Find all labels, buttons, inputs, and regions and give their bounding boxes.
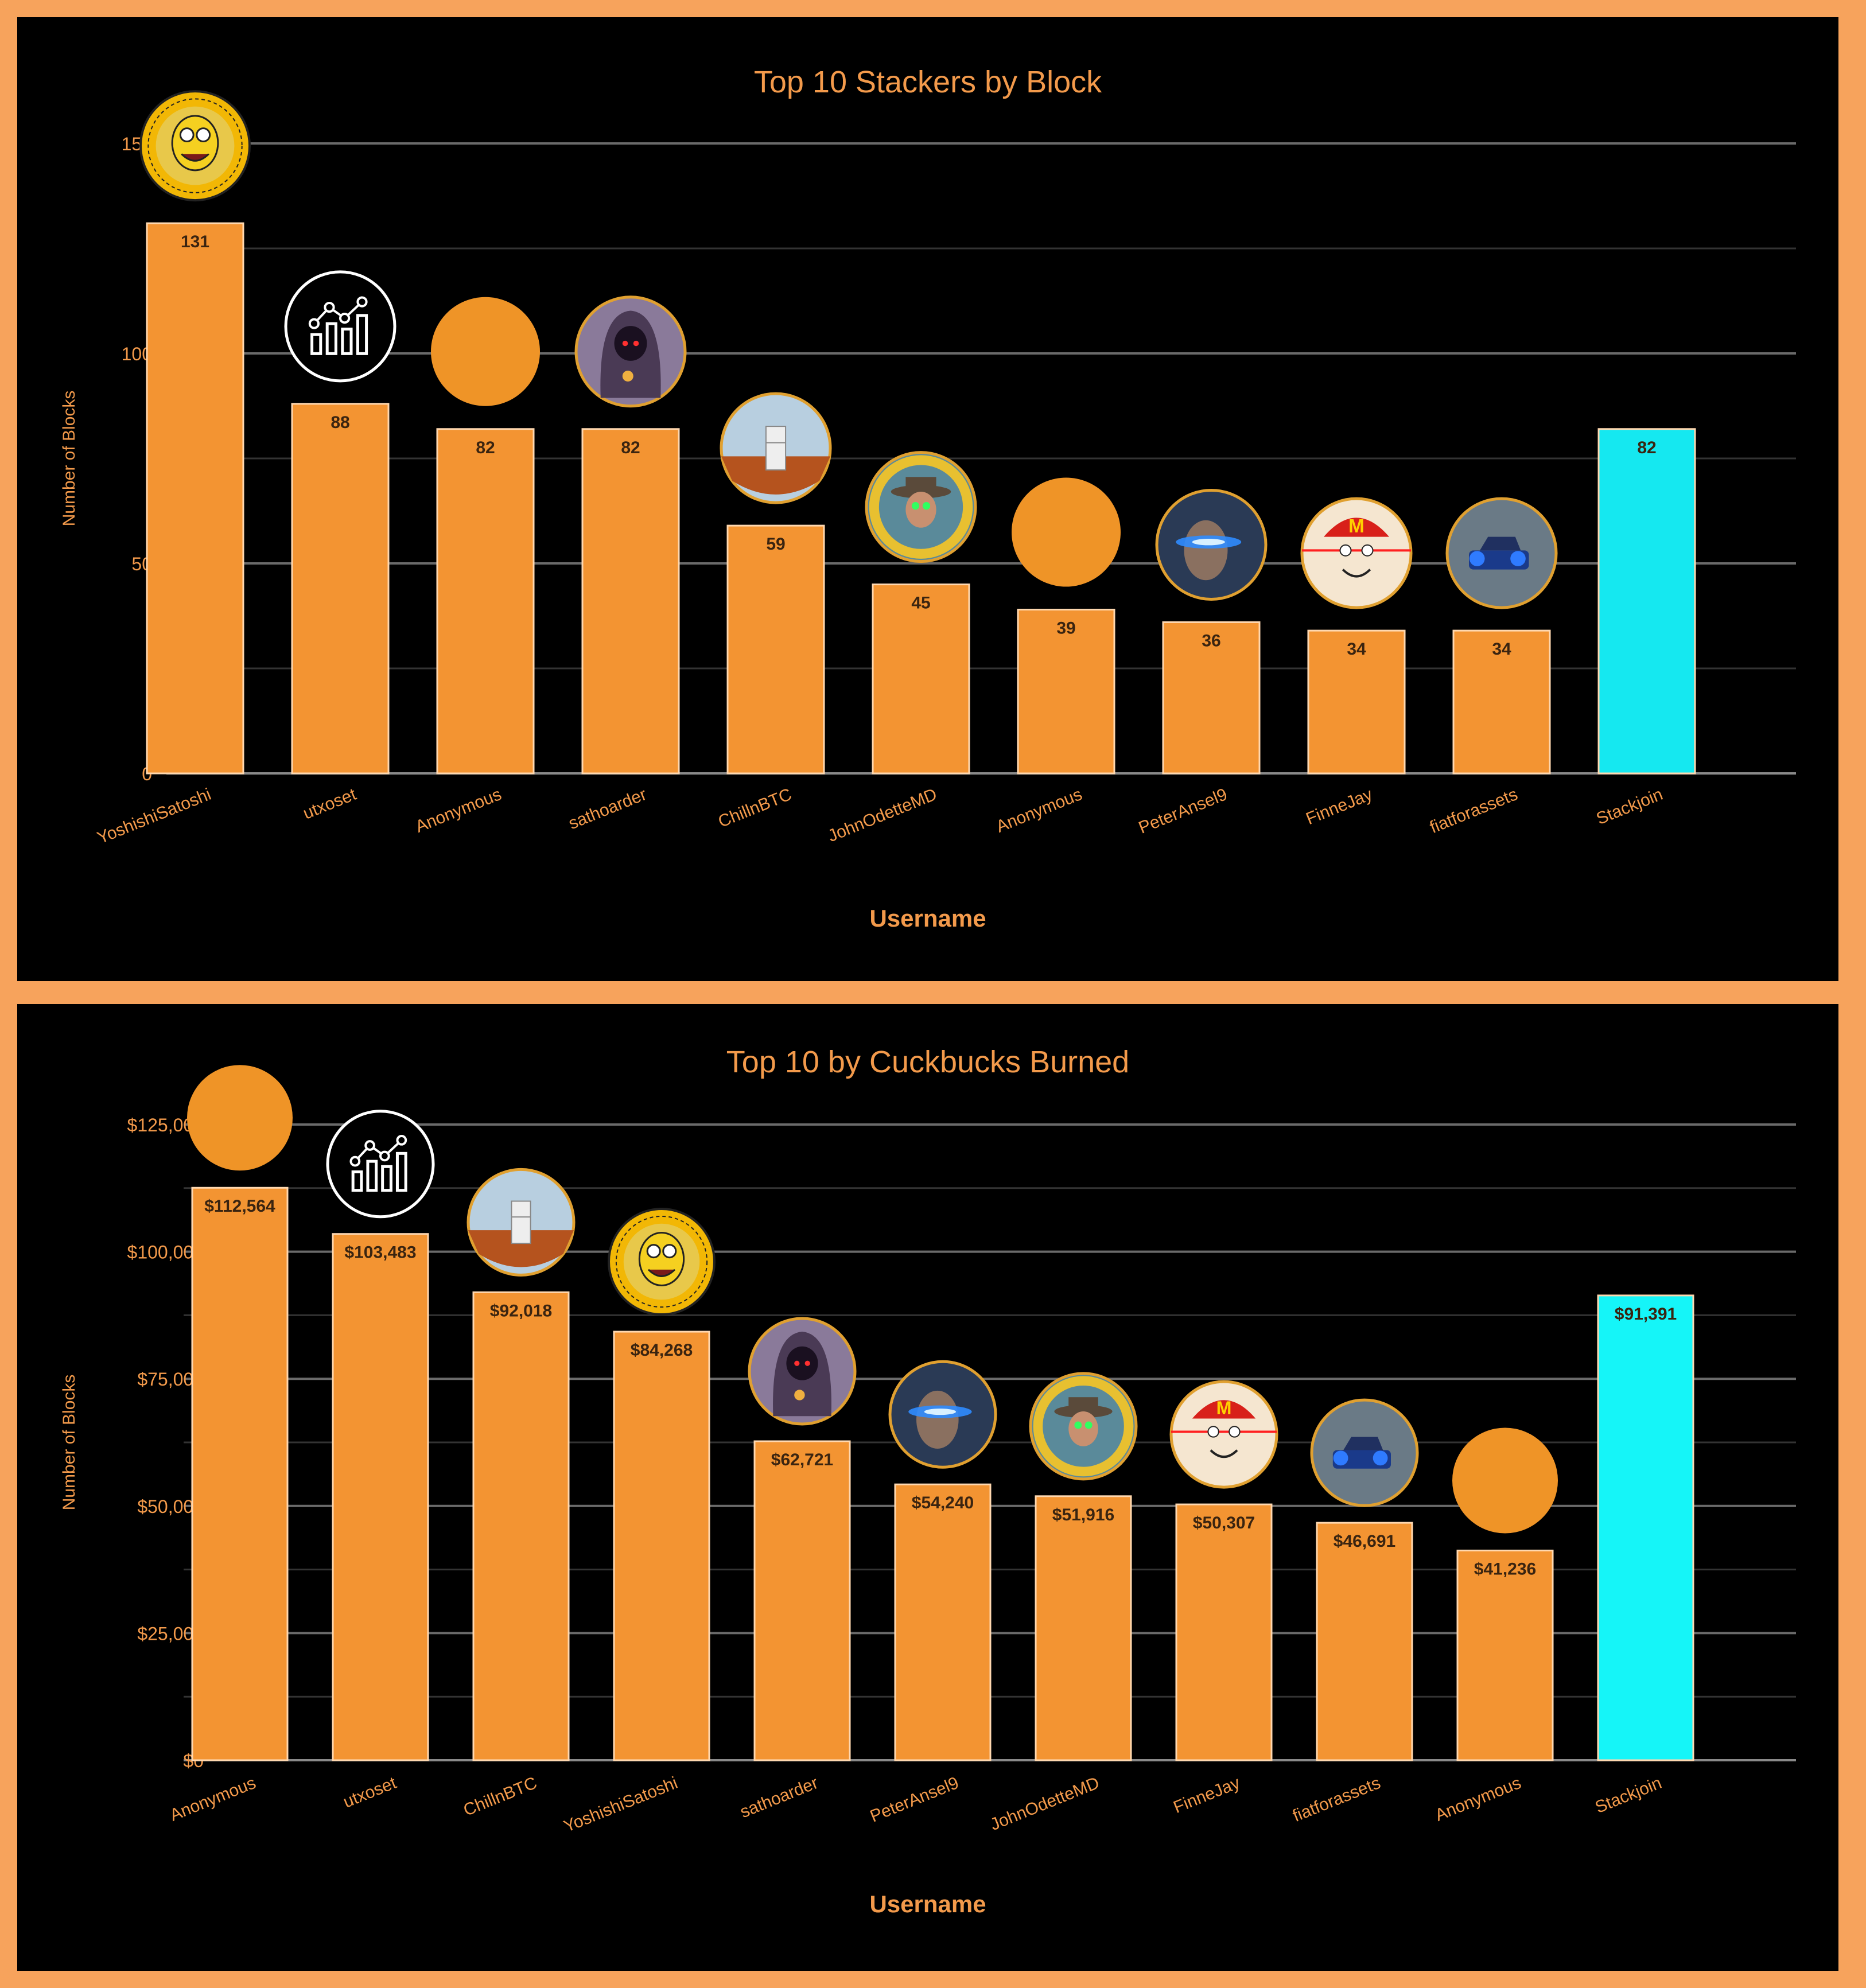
hooded-figure-avatar [748,1317,857,1426]
plain-orange-avatar [1452,1427,1558,1534]
x-axis-title: Username [869,1890,986,1917]
bar-fiatforassets [1316,1522,1413,1761]
chart-logo-avatar [326,1110,435,1219]
bar-anonymous [1456,1549,1554,1761]
bar-anonymous [1017,609,1115,775]
x-tick-label: Stackjoin [1593,785,1665,828]
chart-title: Top 10 Stackers by Block [753,65,1102,99]
blue-car-avatar [1310,1398,1419,1507]
x-tick-label: FinneJay [1171,1773,1242,1817]
x-tick-label: FinneJay [1303,785,1375,828]
blue-car-avatar [1445,497,1558,609]
bar-yoshishisatoshi [613,1330,710,1761]
x-tick-label: fiatforassets [1290,1773,1383,1826]
plain-orange-avatar [187,1065,293,1171]
svg-text:M: M [1216,1398,1232,1418]
chart-panel-cuckbucks-burned: $0$25,000$50,000$75,000$100,000$125,000N… [17,1004,1838,1971]
x-tick-label: utxoset [341,1773,400,1812]
bar-stackjoin [1597,428,1696,775]
bar-sathoarder [581,428,680,775]
bar-anonymous [436,428,535,775]
bar-data-label: $50,307 [1193,1514,1255,1532]
y-axis-title: Number of Blocks [60,1375,79,1511]
y-tick-label: $100,000 [127,1242,204,1263]
x-tick-label: YoshishiSatoshi [95,785,214,848]
x-tick-label: JohnOdetteMD [988,1773,1102,1834]
y-axis-title: Number of Blocks [60,391,79,527]
bar-yoshishisatoshi [146,222,244,775]
bar-data-label: $41,236 [1474,1559,1536,1578]
bar-data-label: 82 [621,438,640,457]
bar-data-label: $84,268 [631,1341,693,1360]
chart-svg-cuckbucks-burned: $0$25,000$50,000$75,000$100,000$125,000N… [60,1065,1796,1837]
bar-data-label: 131 [181,232,209,251]
x-tick-label: JohnOdetteMD [825,785,939,846]
bar-sathoarder [753,1440,851,1761]
bar-finnejay [1307,629,1406,775]
bar-anonymous [191,1186,289,1761]
nelson-stackchain-avatar [139,90,251,202]
x-tick-label: YoshishiSatoshi [561,1773,681,1837]
bar-utxoset [332,1233,429,1761]
bar-data-label: $92,018 [490,1301,552,1320]
bar-johnodettemd [1035,1495,1132,1761]
x-tick-label: Anonymous [167,1773,258,1825]
bar-johnodettemd [872,583,970,775]
fridge-desert-avatar [466,1168,576,1277]
x-tick-label: ChillnBTC [716,785,795,831]
x-tick-label: PeterAnsel9 [1136,785,1230,838]
svg-text:M: M [1348,516,1364,537]
x-tick-label: Anonymous [1432,1773,1523,1825]
bar-data-label: 34 [1347,640,1366,659]
bar-chillnbtc [472,1291,570,1761]
bar-data-label: 34 [1492,640,1511,659]
x-tick-label: Stackjoin [1592,1773,1664,1817]
chart-svg-stackers-by-block: 050100150Number of Blocks131YoshishiSato… [60,90,1796,848]
bar-stackjoin [1597,1294,1694,1761]
x-tick-label: fiatforassets [1427,785,1520,837]
bar-data-label: $46,691 [1334,1532,1395,1551]
bar-data-label: 82 [476,438,495,457]
x-tick-label: sathoarder [737,1773,821,1822]
bar-data-label: 36 [1202,631,1220,650]
x-tick-label: PeterAnsel9 [868,1773,962,1826]
plain-orange-avatar [431,297,540,406]
chart-logo-avatar [284,270,396,383]
bar-fiatforassets [1452,629,1551,775]
bar-data-label: 82 [1637,438,1656,457]
bar-data-label: 45 [911,594,930,613]
chart-panel-stackers-by-block: 050100150Number of Blocks131YoshishiSato… [17,17,1838,981]
laser-eyes-portrait-avatar [888,1360,997,1469]
bar-data-label: 59 [766,535,785,554]
bar-data-label: 88 [331,413,349,432]
hooded-figure-avatar [574,295,687,408]
bar-data-label: $103,483 [344,1243,416,1262]
x-axis-title: Username [869,905,986,932]
bar-data-label: $51,916 [1052,1505,1114,1524]
clown-laser-avatar: M [1169,1380,1278,1489]
x-tick-label: sathoarder [566,785,649,833]
x-tick-label: utxoset [301,785,360,823]
bar-data-label: $54,240 [912,1493,974,1512]
bar-chillnbtc [726,524,825,775]
x-tick-label: Anonymous [413,785,504,837]
bar-data-label: $112,564 [204,1197,275,1216]
chart-title: Top 10 by Cuckbucks Burned [726,1045,1130,1079]
laser-eyes-portrait-avatar [1155,488,1268,601]
bar-peteransel9 [1162,621,1261,775]
x-tick-label: ChillnBTC [461,1773,540,1820]
plain-orange-avatar [1012,477,1121,587]
bar-finnejay [1175,1503,1273,1761]
cowboy-maximalist-avatar [1029,1372,1138,1481]
cowboy-maximalist-avatar [865,451,977,563]
bar-data-label: $91,391 [1615,1305,1677,1324]
clown-laser-avatar: M [1300,497,1413,609]
nelson-stackchain-avatar [608,1208,716,1316]
bar-utxoset [291,403,390,775]
bar-peteransel9 [894,1483,992,1761]
bar-data-label: $62,721 [771,1450,833,1469]
x-tick-label: Anonymous [993,785,1084,837]
bar-data-label: 39 [1056,619,1075,638]
fridge-desert-avatar [720,392,832,504]
